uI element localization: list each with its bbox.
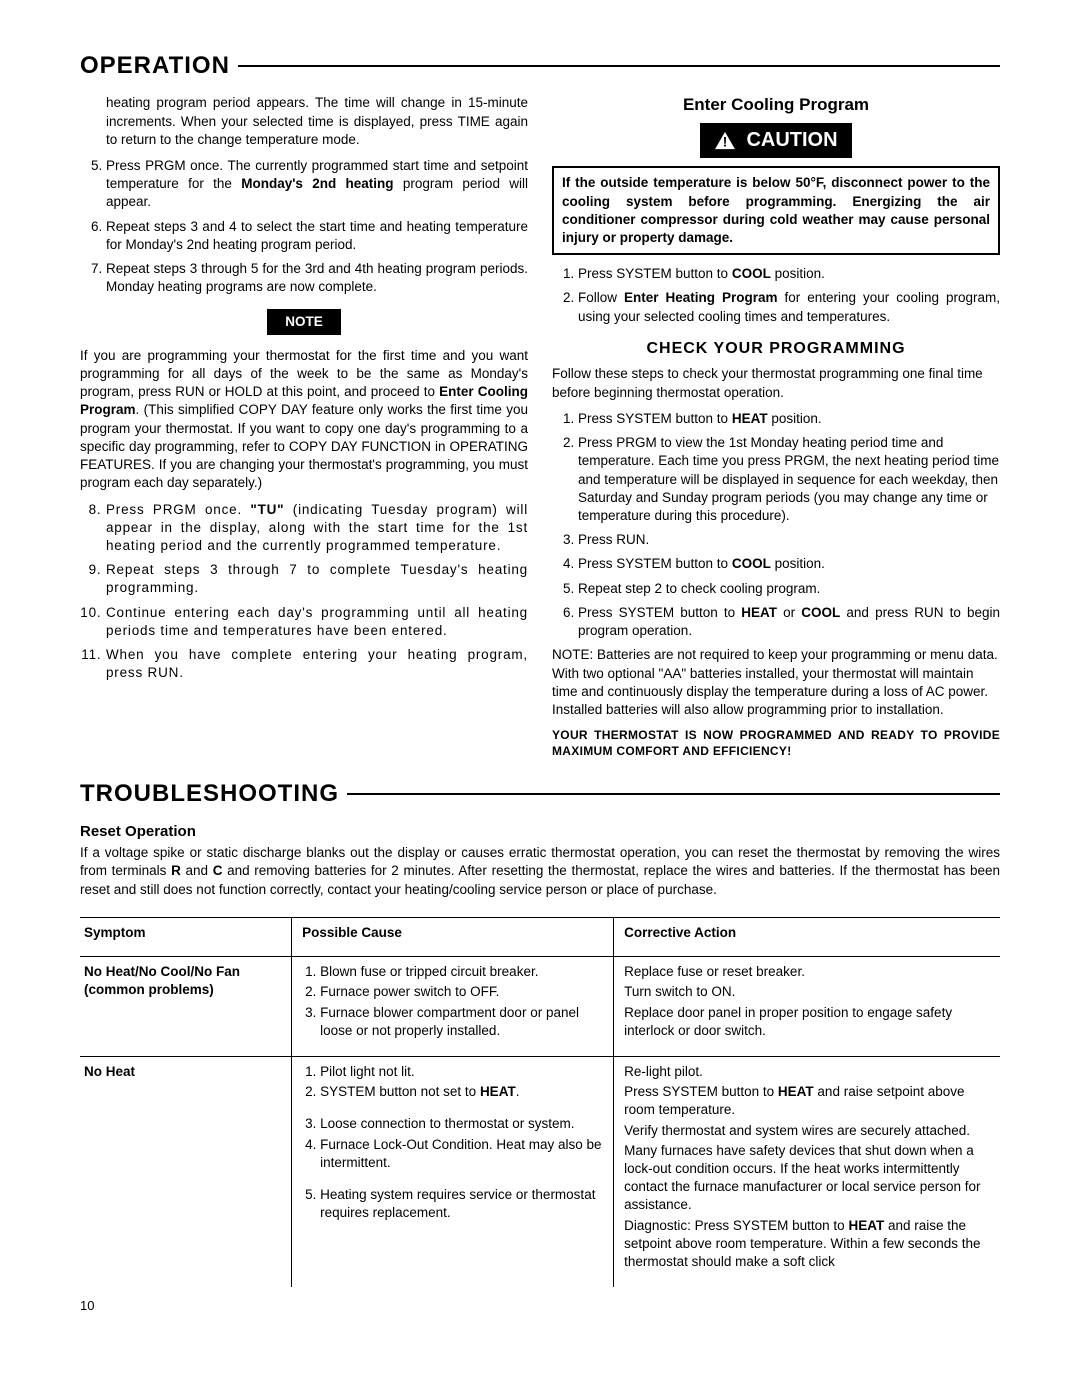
list-item: Pilot light not lit. <box>320 1063 603 1081</box>
reset-heading: Reset Operation <box>80 822 1000 842</box>
c1a: Press SYSTEM button to <box>578 266 732 281</box>
step-11: When you have complete entering your hea… <box>106 646 528 682</box>
step-6: Repeat steps 3 and 4 to select the start… <box>106 218 528 254</box>
ck6d: COOL <box>801 605 840 620</box>
chk-5: Repeat step 2 to check cooling program. <box>578 580 1000 598</box>
title-rule <box>238 65 1000 67</box>
list-item: Blown fuse or tripped circuit breaker. <box>320 963 603 981</box>
section-title-troubleshooting: TROUBLESHOOTING <box>80 778 1000 810</box>
cool-step-1: Press SYSTEM button to COOL position. <box>578 265 1000 283</box>
warning-icon: ! <box>714 131 736 150</box>
table-header-row: Symptom Possible Cause Corrective Action <box>80 917 1000 956</box>
ready-note: YOUR THERMOSTAT IS NOW PROGRAMMED AND RE… <box>552 727 1000 759</box>
intro-fragment: heating program period appears. The time… <box>80 94 528 149</box>
note-post: . (This simplified COPY DAY feature only… <box>80 402 528 490</box>
battery-note: NOTE: Batteries are not required to keep… <box>552 646 1000 719</box>
troubleshoot-table: Symptom Possible Cause Corrective Action… <box>80 917 1000 1288</box>
cell-symptom: No Heat <box>80 1056 292 1287</box>
cell-cause: Pilot light not lit. SYSTEM button not se… <box>292 1056 614 1287</box>
step5-bold: Monday's 2nd heating <box>241 176 393 191</box>
step-9: Repeat steps 3 through 7 to complete Tue… <box>106 561 528 597</box>
check-heading: CHECK YOUR PROGRAMMING <box>552 338 1000 360</box>
rc: and <box>181 863 213 878</box>
caution-box: If the outside temperature is below 50°F… <box>552 166 1000 255</box>
rb: R <box>171 863 181 878</box>
s8a: Press PRGM once. <box>106 502 250 517</box>
svg-text:!: ! <box>723 135 728 150</box>
c1b: COOL <box>732 266 771 281</box>
action-line: Verify thermostat and system wires are s… <box>624 1122 990 1140</box>
operation-left-column: heating program period appears. The time… <box>80 94 528 759</box>
cell-cause: Blown fuse or tripped circuit breaker. Fu… <box>292 957 614 1057</box>
step-8: Press PRGM once. "TU" (indicating Tuesda… <box>106 501 528 556</box>
caution-badge: ! CAUTION <box>700 123 851 158</box>
th-symptom: Symptom <box>80 917 292 956</box>
note-paragraph: If you are programming your thermostat f… <box>80 347 528 493</box>
chk-1: Press SYSTEM button to HEAT position. <box>578 410 1000 428</box>
chk-3: Press RUN. <box>578 531 1000 549</box>
ck6b: HEAT <box>741 605 777 620</box>
action-line: Turn switch to ON. <box>624 983 990 1001</box>
step-10: Continue entering each day's programming… <box>106 604 528 640</box>
ck6a: Press SYSTEM button to <box>578 605 741 620</box>
table-row: No Heat/No Cool/No Fan (common problems)… <box>80 957 1000 1057</box>
caution-wrap: ! CAUTION <box>552 123 1000 158</box>
ck1a: Press SYSTEM button to <box>578 411 732 426</box>
th-action: Corrective Action <box>614 917 1000 956</box>
s8b: "TU" <box>250 502 284 517</box>
th-cause: Possible Cause <box>292 917 614 956</box>
operation-columns: heating program period appears. The time… <box>80 94 1000 759</box>
action-line: Diagnostic: Press SYSTEM button to HEAT … <box>624 1217 990 1272</box>
chk-2: Press PRGM to view the 1st Monday heatin… <box>578 434 1000 525</box>
ck4a: Press SYSTEM button to <box>578 556 732 571</box>
action-line: Replace door panel in proper position to… <box>624 1004 990 1040</box>
action-line: Replace fuse or reset breaker. <box>624 963 990 981</box>
ck1b: HEAT <box>732 411 768 426</box>
step-5: Press PRGM once. The currently programme… <box>106 157 528 212</box>
ck4b: COOL <box>732 556 771 571</box>
section-title-operation: OPERATION <box>80 50 1000 82</box>
cell-action: Replace fuse or reset breaker. Turn switc… <box>614 957 1000 1057</box>
action-line: Press SYSTEM button to HEAT and raise se… <box>624 1083 990 1119</box>
operation-right-column: Enter Cooling Program ! CAUTION If the o… <box>552 94 1000 759</box>
cell-symptom: No Heat/No Cool/No Fan (common problems) <box>80 957 292 1057</box>
cell-action: Re-light pilot. Press SYSTEM button to HE… <box>614 1056 1000 1287</box>
table-row: No Heat Pilot light not lit. SYSTEM button… <box>80 1056 1000 1287</box>
list-item: Heating system requires service or therm… <box>320 1186 603 1222</box>
rd: C <box>213 863 223 878</box>
step-7: Repeat steps 3 through 5 for the 3rd and… <box>106 260 528 296</box>
list-item: SYSTEM button not set to HEAT. <box>320 1083 603 1101</box>
list-item: Furnace power switch to OFF. <box>320 983 603 1001</box>
page-number: 10 <box>80 1297 1000 1315</box>
c2b: Enter Heating Program <box>624 290 778 305</box>
c2a: Follow <box>578 290 624 305</box>
note-badge-wrap: NOTE <box>80 309 528 335</box>
c1c: position. <box>771 266 825 281</box>
list-item: Loose connection to thermostat or system… <box>320 1115 603 1133</box>
cooling-title: Enter Cooling Program <box>552 94 1000 117</box>
operation-title: OPERATION <box>80 50 230 82</box>
chk-6: Press SYSTEM button to HEAT or COOL and … <box>578 604 1000 640</box>
troubleshooting-title: TROUBLESHOOTING <box>80 778 339 810</box>
chk-4: Press SYSTEM button to COOL position. <box>578 555 1000 573</box>
ck6c: or <box>777 605 801 620</box>
action-line: Re-light pilot. <box>624 1063 990 1081</box>
ck4c: position. <box>771 556 825 571</box>
list-item: Furnace Lock-Out Condition. Heat may als… <box>320 1136 603 1172</box>
ck1c: position. <box>768 411 822 426</box>
check-intro: Follow these steps to check your thermos… <box>552 365 1000 401</box>
caution-label: CAUTION <box>746 127 837 154</box>
cool-step-2: Follow Enter Heating Program for enterin… <box>578 289 1000 325</box>
action-line: Many furnaces have safety devices that s… <box>624 1142 990 1215</box>
list-item: Furnace blower compartment door or panel… <box>320 1004 603 1040</box>
note-badge: NOTE <box>267 309 341 335</box>
reset-text: If a voltage spike or static discharge b… <box>80 844 1000 899</box>
title-rule-2 <box>347 793 1000 795</box>
